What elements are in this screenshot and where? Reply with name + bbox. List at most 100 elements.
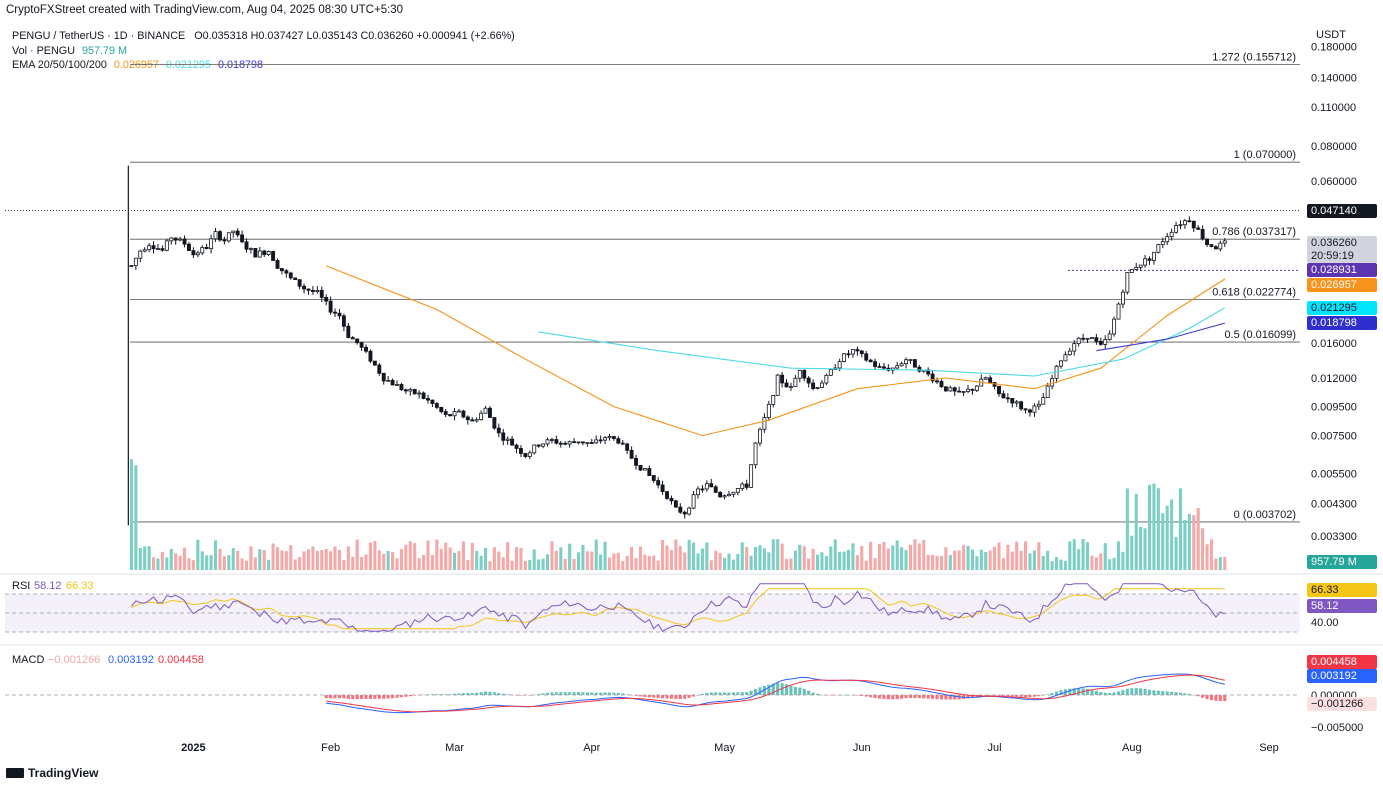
macd-hist-bar <box>554 692 558 695</box>
candle-body <box>514 444 519 449</box>
volume-bar <box>280 550 284 570</box>
price-axis-label: 0.060000 <box>1311 176 1357 188</box>
macd-label: MACD <box>12 654 44 666</box>
macd-hist-bar <box>1214 695 1218 701</box>
macd-hist-bar <box>1046 694 1050 695</box>
volume-bar <box>227 555 231 570</box>
candle-body <box>647 468 652 476</box>
macd-hist-bar <box>475 692 479 695</box>
macd-hist-bar <box>634 695 638 696</box>
macd-hist-bar <box>1090 689 1094 695</box>
candle-body <box>1218 242 1223 250</box>
volume-bar <box>683 552 687 570</box>
candle-body <box>1222 240 1227 244</box>
candle-body <box>231 230 236 234</box>
candle-body <box>678 506 683 513</box>
volume-bar <box>129 459 133 570</box>
candle-body <box>262 250 267 255</box>
macd-hist-bar <box>1019 695 1023 697</box>
volume-bar <box>820 552 824 570</box>
macd-hist-bar <box>1174 692 1178 695</box>
volume-bar <box>240 558 244 570</box>
candle-body <box>470 419 475 422</box>
volume-bar <box>514 547 519 570</box>
candle-body <box>895 365 900 369</box>
volume-bar <box>824 556 828 570</box>
volume-bar <box>1116 541 1121 570</box>
volume-bar <box>1134 493 1138 570</box>
ema100-line <box>538 307 1226 377</box>
candle-body <box>293 277 298 281</box>
symbol-row[interactable]: PENGU / TetherUS · 1D · BINANCE O0.03531… <box>12 29 515 44</box>
macd-hist-bar <box>1077 688 1081 695</box>
volume-bar <box>935 555 939 570</box>
macd-hist-bar <box>1209 695 1214 701</box>
ema-row[interactable]: EMA 20/50/100/200 0.026957 0.021295 0.01… <box>12 58 515 73</box>
volume-bar <box>191 560 195 570</box>
candle-body <box>1067 350 1072 356</box>
price-axis-label: 0.016000 <box>1311 338 1357 350</box>
volume-bar <box>780 543 784 570</box>
candle-body <box>855 349 860 352</box>
volume-bar <box>1054 557 1059 570</box>
macd-signal-line <box>326 674 1225 713</box>
ema200-price-tag: 0.018798 <box>1307 316 1377 331</box>
volume-bar <box>435 539 439 570</box>
volume-bar <box>1046 550 1050 570</box>
volume-bar <box>187 558 191 570</box>
macd-hist-bar <box>1015 695 1019 697</box>
macd-hist-bar <box>563 692 567 695</box>
candle-body <box>178 238 183 241</box>
footer-brand[interactable]: TradingView <box>6 766 98 780</box>
candle-body <box>536 444 541 447</box>
candle-body <box>443 411 448 415</box>
candle-body <box>1041 397 1046 405</box>
macd-hist-bar <box>829 695 833 696</box>
time-axis-label: May <box>714 742 735 754</box>
volume-bar <box>1130 535 1134 570</box>
candle-body <box>333 311 337 314</box>
support-price-tag: 0.028931 <box>1307 263 1377 278</box>
candle-body <box>908 359 913 361</box>
volume-bar <box>922 539 926 570</box>
volume-bar <box>501 557 505 570</box>
macd-hist-bar <box>700 693 704 695</box>
volume-bar <box>373 541 377 570</box>
macd-hist-bar <box>1068 688 1072 695</box>
volume-bar <box>607 557 612 570</box>
candle-body <box>142 249 147 252</box>
candle-body <box>727 493 731 497</box>
candle-body <box>355 338 360 344</box>
volume-bar <box>625 555 629 570</box>
volume-bar <box>860 546 864 570</box>
volume-bar <box>169 548 173 570</box>
candle-body <box>1014 401 1019 404</box>
volume-bar <box>470 542 474 570</box>
macd-hist-bar <box>453 693 457 695</box>
candle-body <box>877 366 882 368</box>
candle-body <box>983 377 988 380</box>
volume-bar <box>1032 550 1036 570</box>
volume-bar <box>1010 551 1014 570</box>
macd-hist-bar <box>860 695 864 696</box>
volume-bar <box>1201 528 1205 570</box>
volume-row[interactable]: Vol · PENGU 957.79 M <box>12 44 515 59</box>
candle-body <box>1143 258 1148 266</box>
candle-body <box>1160 241 1165 246</box>
volume-bar <box>1223 556 1227 570</box>
candle-body <box>1090 337 1094 340</box>
macd-hist-bar <box>1059 690 1063 695</box>
volume-bar <box>776 539 780 570</box>
candle-body <box>483 407 488 414</box>
macd-hist-bar <box>377 695 381 699</box>
price-axis-label: 0.180000 <box>1311 42 1357 54</box>
macd-hist-bar <box>572 692 576 695</box>
volume-bar <box>483 548 488 570</box>
ema100-value: 0.021295 <box>165 59 211 71</box>
candle-body <box>1023 408 1028 411</box>
volume-bar <box>1037 542 1041 570</box>
macd-hist-bar <box>674 695 678 700</box>
volume-bar <box>404 544 408 570</box>
macd-hist-bar <box>488 691 492 695</box>
